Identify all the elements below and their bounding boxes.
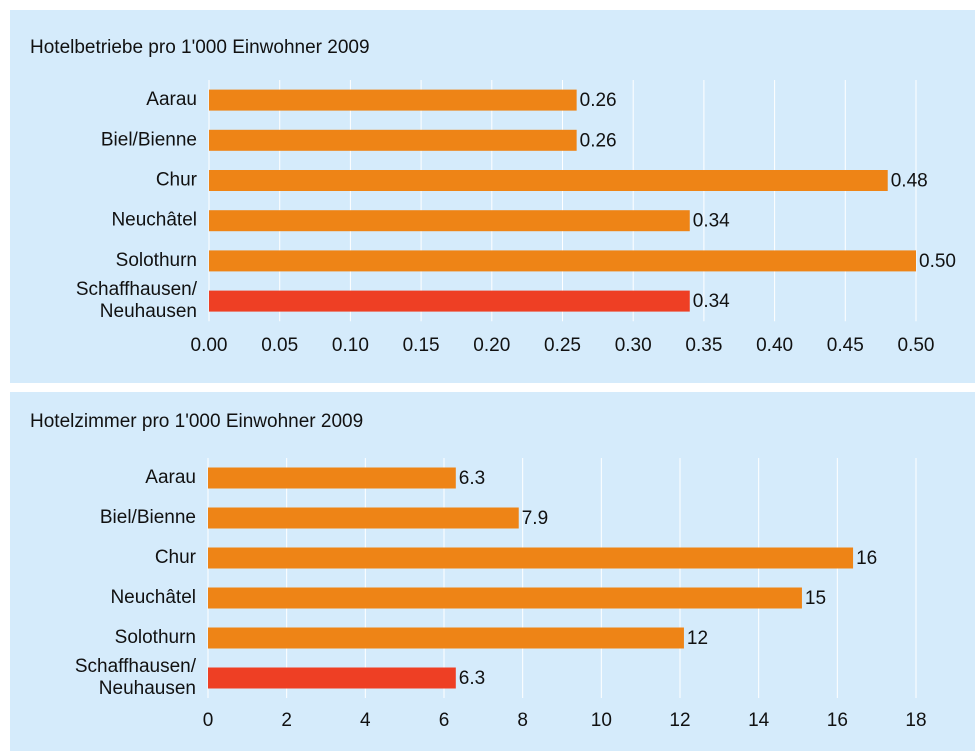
- y-tick-label: Schaffhausen/Neuhausen: [76, 279, 198, 322]
- x-tick-label: 10: [591, 710, 612, 731]
- y-tick-label: Chur: [155, 547, 197, 568]
- data-label: 0.48: [891, 171, 928, 192]
- bar: [208, 587, 802, 609]
- y-tick-label: Chur: [156, 170, 198, 191]
- data-label: 0.26: [580, 130, 617, 151]
- x-tick-label: 0.20: [473, 335, 510, 356]
- bar: [209, 210, 690, 232]
- data-label: 6.3: [459, 668, 485, 689]
- x-tick-label: 6: [439, 710, 450, 731]
- x-tick-label: 0.05: [261, 335, 298, 356]
- x-tick-label: 0.50: [898, 335, 935, 356]
- x-tick-label: 0.00: [191, 335, 228, 356]
- y-tick-label: Aarau: [145, 467, 196, 488]
- x-tick-label: 0.15: [403, 335, 440, 356]
- bar: [208, 627, 684, 649]
- y-tick-label: Solothurn: [115, 627, 196, 648]
- bar: [208, 467, 456, 489]
- y-tick-label: Biel/Bienne: [100, 507, 196, 528]
- data-label: 16: [856, 548, 877, 569]
- x-tick-label: 18: [905, 710, 926, 731]
- bar: [208, 667, 456, 689]
- x-tick-label: 8: [517, 710, 528, 731]
- x-tick-label: 0.45: [827, 335, 864, 356]
- bar: [209, 250, 916, 272]
- bar: [208, 507, 519, 529]
- chart: Hotelbetriebe pro 1'000 Einwohner 2009 0.…: [30, 37, 956, 356]
- bar: [208, 547, 854, 569]
- data-label: 12: [687, 628, 708, 649]
- chart: Hotelzimmer pro 1'000 Einwohner 2009 0 2 4 6…: [30, 411, 927, 731]
- bar: [209, 89, 577, 111]
- y-tick-label: Biel/Bienne: [101, 129, 197, 150]
- data-label: 15: [805, 588, 826, 609]
- data-label: 0.50: [919, 251, 956, 272]
- x-tick-label: 12: [669, 710, 690, 731]
- data-label: 6.3: [459, 468, 485, 489]
- chart-title: Hotelbetriebe pro 1'000 Einwohner 2009: [30, 37, 370, 58]
- y-tick-label: Schaffhausen/Neuhausen: [75, 656, 197, 699]
- x-tick-label: 0.25: [544, 335, 581, 356]
- chart-title: Hotelzimmer pro 1'000 Einwohner 2009: [30, 411, 363, 432]
- data-label: 0.34: [693, 211, 730, 232]
- x-tick-label: 0.10: [332, 335, 369, 356]
- bar: [209, 290, 690, 312]
- bar: [209, 129, 577, 151]
- y-tick-label: Neuchâtel: [110, 587, 196, 608]
- y-tick-label: Solothurn: [116, 250, 197, 271]
- x-tick-label: 0.30: [615, 335, 652, 356]
- x-tick-label: 0.40: [756, 335, 793, 356]
- x-tick-label: 2: [281, 710, 292, 731]
- x-tick-label: 14: [748, 710, 770, 731]
- bar: [209, 170, 888, 191]
- data-label: 0.26: [580, 90, 617, 111]
- y-tick-label: Neuchâtel: [111, 210, 197, 231]
- x-tick-label: 0.35: [685, 335, 722, 356]
- panel: [10, 392, 975, 751]
- data-label: 7.9: [522, 508, 548, 529]
- y-tick-label: Aarau: [146, 89, 197, 110]
- x-tick-label: 16: [827, 710, 848, 731]
- panel: [10, 10, 975, 383]
- data-label: 0.34: [693, 291, 730, 312]
- x-tick-label: 0: [203, 710, 214, 731]
- x-tick-label: 4: [360, 710, 371, 731]
